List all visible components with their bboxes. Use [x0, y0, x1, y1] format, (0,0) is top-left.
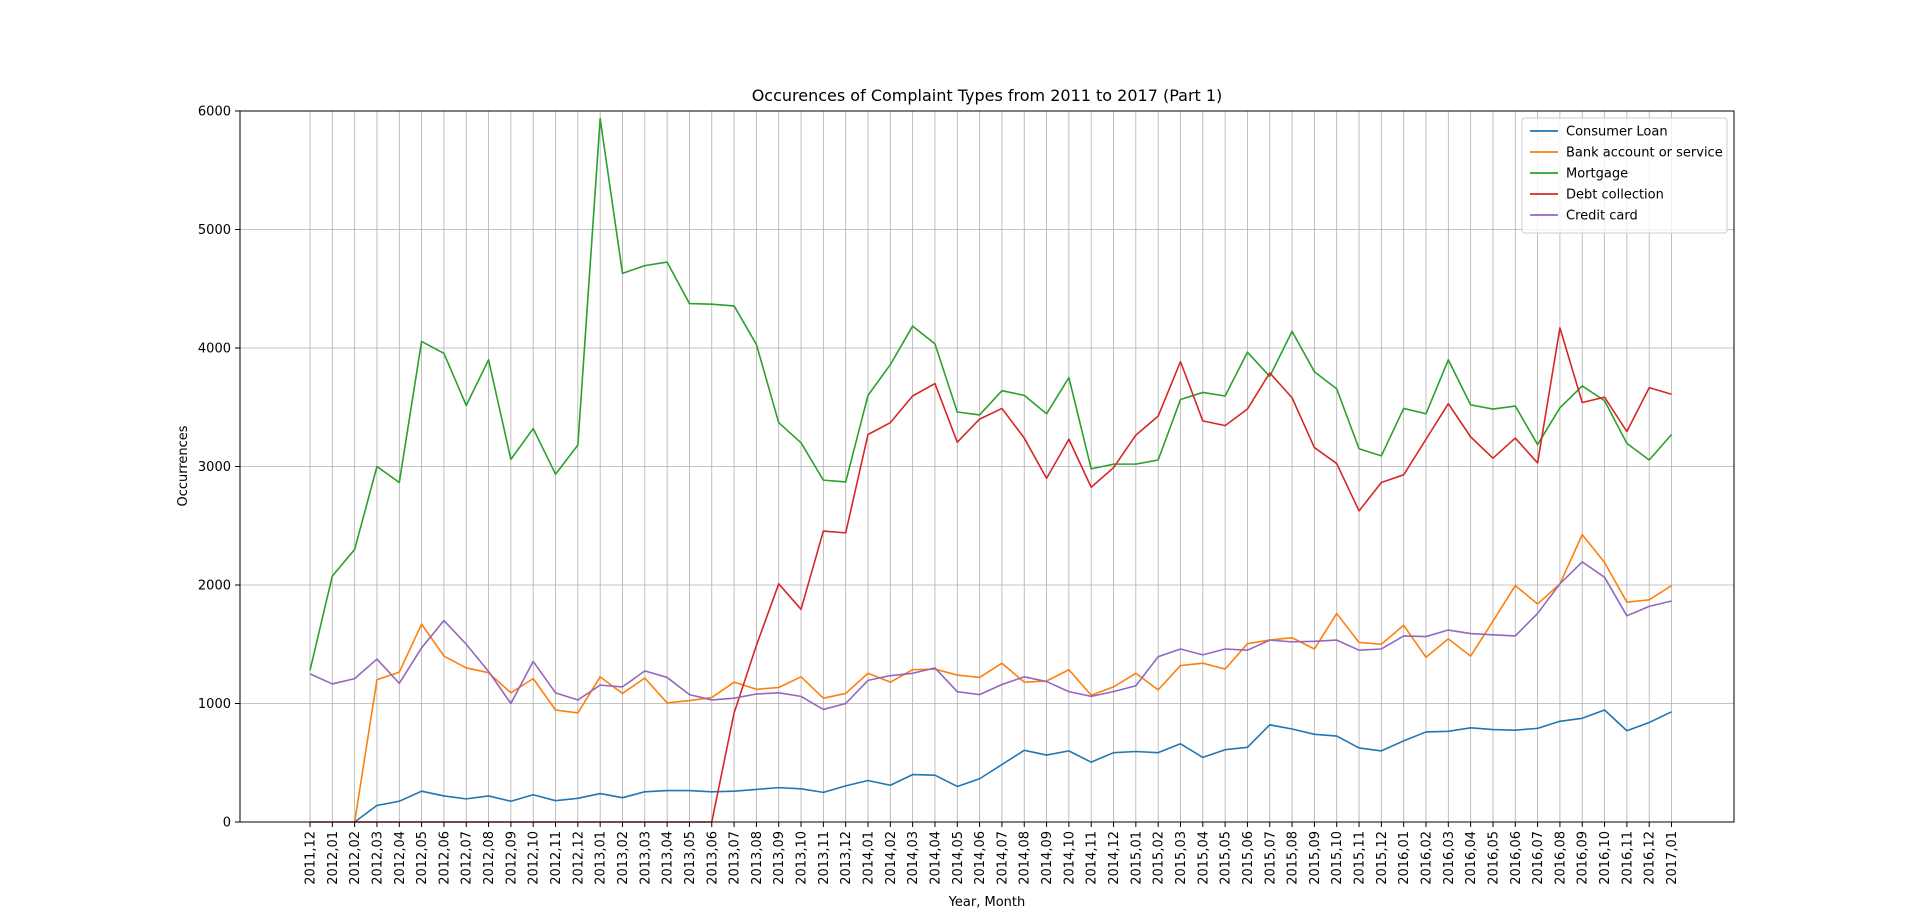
x-axis-label: Year, Month [948, 895, 1026, 910]
legend-label-mortgage: Mortgage [1566, 167, 1628, 182]
x-tick-label: 2013,02 [616, 831, 631, 885]
x-tick-label: 2013,08 [750, 831, 765, 885]
x-tick-label: 2015,09 [1308, 831, 1323, 885]
x-tick-label: 2012,06 [437, 831, 452, 885]
x-tick-label: 2015,06 [1241, 831, 1256, 885]
x-tick-label: 2012,04 [393, 831, 408, 885]
x-tick-label: 2014,05 [951, 831, 966, 885]
x-tick-label: 2016,09 [1576, 831, 1591, 885]
x-tick-label: 2016,08 [1553, 831, 1568, 885]
x-tick-label: 2014,11 [1085, 831, 1100, 885]
legend-label-credit-card: Credit card [1566, 209, 1638, 224]
x-tick-label: 2015,10 [1330, 831, 1345, 885]
y-tick-label: 1000 [198, 697, 231, 712]
series-line-mortgage [309, 117, 1673, 671]
y-axis-label: Occurrences [176, 425, 191, 506]
grid-layer [240, 110, 1734, 823]
x-tick-label: 2012,02 [348, 831, 363, 885]
series-line-consumer-loan [354, 709, 1672, 823]
x-tick-label: 2013,06 [705, 831, 720, 885]
x-tick-label: 2012,08 [482, 831, 497, 885]
x-tick-label: 2013,01 [594, 831, 609, 885]
x-tick-label: 2016,10 [1598, 831, 1613, 885]
x-tick-label: 2014,08 [1018, 831, 1033, 885]
series-line-credit-card [309, 561, 1672, 711]
x-tick-label: 2015,07 [1263, 831, 1278, 885]
x-tick-label: 2014,07 [995, 831, 1010, 885]
x-tick-label: 2011,12 [304, 831, 319, 885]
x-tick-label: 2016,01 [1397, 831, 1412, 885]
legend-label-bank-account-or-service: Bank account or service [1566, 146, 1723, 161]
x-tick-label: 2012,09 [504, 831, 519, 885]
x-tick-label: 2012,12 [571, 831, 586, 885]
x-tick-label: 2013,12 [839, 831, 854, 885]
x-tick-label: 2013,04 [661, 831, 676, 885]
x-tick-label: 2014,12 [1107, 831, 1122, 885]
x-tick-label: 2016,07 [1531, 831, 1546, 885]
legend-box [1521, 117, 1728, 234]
x-tick-label: 2016,12 [1643, 831, 1658, 885]
x-tick-label: 2015,12 [1375, 831, 1390, 885]
x-tick-label: 2012,07 [460, 831, 475, 885]
y-axis-ticks: 0 1000 2000 3000 4000 5000 6000 [198, 105, 240, 831]
x-tick-label: 2012,03 [370, 831, 385, 885]
x-tick-label: 2013,09 [772, 831, 787, 885]
x-tick-label: 2015,11 [1353, 831, 1368, 885]
x-tick-label: 2012,11 [549, 831, 564, 885]
y-tick-label: 3000 [198, 460, 231, 475]
chart-title: Occurences of Complaint Types from 2011 … [752, 86, 1223, 105]
x-tick-label: 2012,05 [415, 831, 430, 885]
x-tick-label: 2013,11 [817, 831, 832, 885]
x-tick-label: 2015,02 [1152, 831, 1167, 885]
x-tick-label: 2015,01 [1129, 831, 1144, 885]
x-tick-label: 2013,05 [683, 831, 698, 885]
x-tick-label: 2014,02 [884, 831, 899, 885]
x-tick-label: 2016,06 [1509, 831, 1524, 885]
y-tick-label: 0 [223, 816, 231, 831]
x-tick-label: 2015,03 [1174, 831, 1189, 885]
legend-label-consumer-loan: Consumer Loan [1566, 125, 1668, 140]
x-tick-label: 2014,03 [906, 831, 921, 885]
x-tick-label: 2014,09 [1040, 831, 1055, 885]
x-tick-label: 2016,03 [1442, 831, 1457, 885]
x-tick-label: 2016,05 [1486, 831, 1501, 885]
x-tick-label: 2012,10 [527, 831, 542, 885]
x-tick-label: 2016,02 [1420, 831, 1435, 885]
x-tick-label: 2016,11 [1620, 831, 1635, 885]
series-line-bank-account-or-service [353, 533, 1672, 823]
legend-label-debt-collection: Debt collection [1566, 188, 1664, 203]
x-tick-label: 2015,05 [1219, 831, 1234, 885]
y-tick-label: 6000 [198, 105, 231, 120]
y-tick-label: 4000 [198, 342, 231, 357]
x-tick-label: 2013,10 [795, 831, 810, 885]
x-tick-label: 2012,01 [326, 831, 341, 885]
x-tick-label: 2013,03 [638, 831, 653, 885]
legend: Consumer Loan Bank account or service Mort… [1521, 117, 1728, 234]
series-layer [309, 117, 1673, 823]
x-tick-label: 2017,01 [1665, 831, 1680, 885]
x-tick-label: 2015,08 [1286, 831, 1301, 885]
x-axis-ticks: 2011,12 2012,01 2012,02 2012,03 2012,04 2012,… [304, 822, 1680, 885]
x-tick-label: 2013,07 [728, 831, 743, 885]
x-tick-label: 2014,01 [862, 831, 877, 885]
x-tick-label: 2016,04 [1464, 831, 1479, 885]
x-tick-label: 2014,10 [1062, 831, 1077, 885]
x-tick-label: 2014,04 [928, 831, 943, 885]
y-tick-label: 2000 [198, 579, 231, 594]
x-tick-label: 2015,04 [1196, 831, 1211, 885]
x-tick-label: 2014,06 [973, 831, 988, 885]
y-tick-label: 5000 [198, 223, 231, 238]
